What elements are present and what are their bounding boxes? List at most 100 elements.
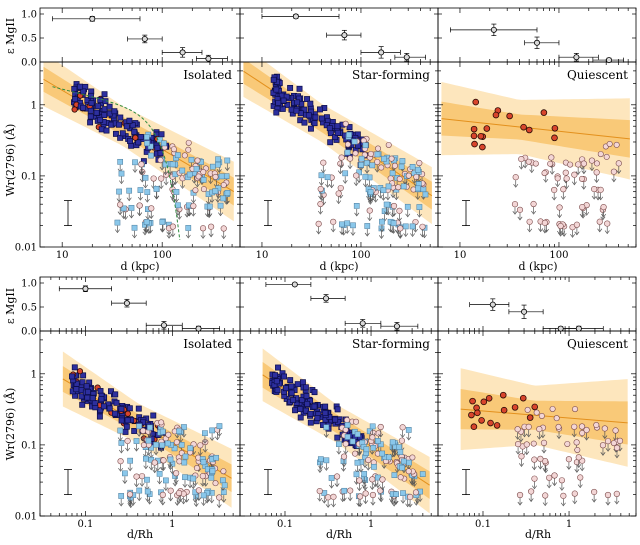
starforming-detection-point xyxy=(123,123,130,130)
starforming-detection-point xyxy=(69,373,75,380)
starforming-detection-point xyxy=(302,384,309,391)
detection-square-light xyxy=(391,472,398,478)
upper-limit-arrow-head xyxy=(145,498,151,503)
starforming-detection-point xyxy=(84,97,91,104)
upper-limit-circle xyxy=(616,437,624,444)
upper-limit-square xyxy=(318,172,325,179)
upper-limit-arrow-head xyxy=(218,212,224,217)
nondetection-circle xyxy=(200,186,207,193)
upper-limit-arrow-head xyxy=(417,498,423,503)
detection-square-light xyxy=(220,195,227,202)
nondetection-circle xyxy=(593,422,600,429)
starforming-detection-point xyxy=(319,115,325,122)
upper-limit-square xyxy=(188,156,195,163)
upper-limit-circle xyxy=(338,154,345,161)
upper-limit-arrow-head xyxy=(158,185,164,190)
upper-limit-arrow-head xyxy=(570,234,576,238)
upper-limit-arrow-head xyxy=(182,483,188,488)
cov-marker xyxy=(521,308,528,315)
upper-limit-square xyxy=(402,223,409,230)
nondetection-circle xyxy=(220,182,227,189)
panel-plot-area xyxy=(441,81,630,238)
upper-limit-arrow-head xyxy=(122,480,128,484)
nondetection-circle xyxy=(353,418,360,425)
starforming-detection-point xyxy=(135,405,142,412)
covering-fraction-point xyxy=(394,53,426,62)
detection-square-light xyxy=(145,437,152,444)
starforming-detection-point xyxy=(118,417,125,424)
quiescent-detection-point xyxy=(132,134,139,141)
upper-limit-arrow-head xyxy=(336,450,342,455)
upper-limit-arrow-head xyxy=(380,197,386,201)
upper-limit-square xyxy=(142,174,149,181)
upper-limit-arrow-head xyxy=(126,197,132,202)
upper-limit-arrow-head xyxy=(125,447,131,452)
cov-y-tick-label: 0.5 xyxy=(21,34,37,45)
upper-limit-circle xyxy=(600,203,607,211)
upper-limit-arrow-head xyxy=(358,166,364,171)
starforming-detection-point xyxy=(314,415,321,422)
upper-limit-circle xyxy=(396,207,403,214)
upper-limit-circle xyxy=(397,225,404,232)
upper-limit-square xyxy=(377,441,384,448)
upper-limit-circle xyxy=(195,487,202,494)
upper-limit-circle xyxy=(325,494,332,501)
upper-limit-arrow-head xyxy=(118,468,124,472)
starforming-detection-point xyxy=(303,393,310,399)
upper-limit-arrow-head xyxy=(605,501,611,506)
upper-limit-arrow-head xyxy=(202,439,208,444)
upper-limit-arrow-head xyxy=(361,484,367,489)
upper-limit-arrow-head xyxy=(209,437,215,441)
upper-limit-arrow-head xyxy=(529,169,535,174)
upper-limit-arrow-head xyxy=(356,487,362,492)
upper-limit-circle xyxy=(562,169,569,176)
upper-limit-arrow-head xyxy=(367,200,373,205)
cov-y-tick-label: 0.0 xyxy=(21,327,37,338)
upper-limit-arrow-head xyxy=(176,499,182,504)
upper-limit-arrow-head xyxy=(173,480,179,484)
upper-limit-circle xyxy=(514,426,521,433)
upper-limit-arrow-head xyxy=(330,503,336,508)
upper-limit-circle xyxy=(604,438,612,445)
panel-title: Star-forming xyxy=(352,337,430,351)
starforming-detection-point xyxy=(112,130,119,137)
starforming-detection-point xyxy=(137,134,144,140)
upper-limit-circle xyxy=(604,220,611,227)
upper-limit-arrow-head xyxy=(401,469,407,474)
upper-limit-square xyxy=(390,220,397,227)
starforming-detection-point xyxy=(73,386,80,393)
starforming-detection-point xyxy=(334,434,341,441)
nondetection-circle xyxy=(572,406,579,413)
upper-limit-arrow-head xyxy=(601,213,607,218)
upper-limit-circle xyxy=(366,207,373,214)
upper-limit-square xyxy=(144,488,151,495)
upper-limit-arrow-head xyxy=(541,449,547,454)
upper-limit-arrow-head xyxy=(406,436,412,441)
upper-limit-circle xyxy=(613,444,621,451)
upper-limit-arrow-head xyxy=(325,504,331,508)
quiescent-detection-point xyxy=(71,106,78,113)
confidence-band-inner xyxy=(441,101,630,158)
upper-limit-circle xyxy=(158,175,165,182)
nondetection-circle xyxy=(195,173,202,180)
upper-limit-arrow-head xyxy=(517,501,523,506)
starforming-detection-point xyxy=(275,99,282,106)
nondetection-circle xyxy=(375,145,382,152)
model-dashed-curve xyxy=(52,86,181,240)
upper-limit-arrow-head xyxy=(614,500,620,505)
upper-limit-arrow-head xyxy=(591,195,597,200)
upper-limit-arrow-head xyxy=(574,231,580,236)
upper-limit-arrow-head xyxy=(391,212,397,217)
upper-limit-circle xyxy=(571,490,578,497)
upper-limit-arrow-head xyxy=(388,228,394,233)
y-tick-label: 1 xyxy=(31,100,37,111)
upper-limit-arrow-head xyxy=(196,497,202,501)
upper-limit-arrow-head xyxy=(318,465,324,470)
upper-limit-arrow-head xyxy=(153,451,159,456)
starforming-detection-point xyxy=(294,99,301,106)
quiescent-detection-point xyxy=(531,403,539,411)
cov-marker xyxy=(291,281,298,288)
upper-limit-arrow-head xyxy=(415,196,421,200)
upper-limit-arrow-head xyxy=(336,200,342,205)
x-tick-label: 10 xyxy=(56,250,69,261)
